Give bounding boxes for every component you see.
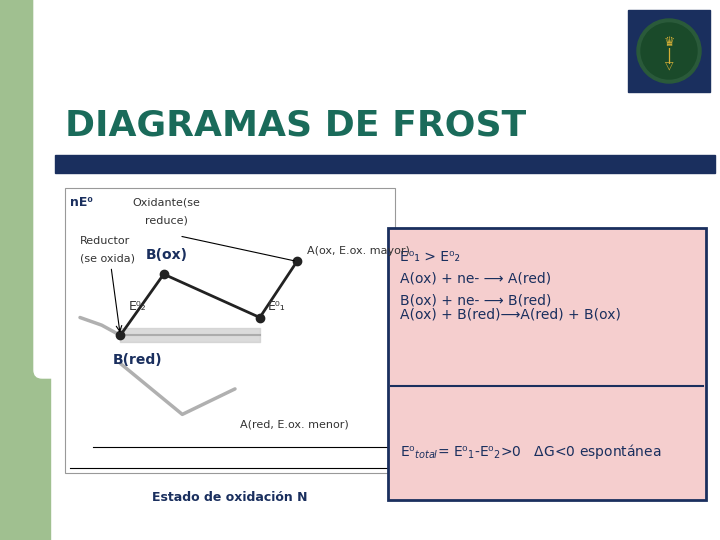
Text: ♛: ♛ [663, 37, 675, 50]
Text: |: | [667, 48, 672, 64]
Bar [0, 0, 50, 540]
Text: A(ox, E.ox. mayor): A(ox, E.ox. mayor) [307, 246, 410, 256]
Text: DIAGRAMAS DE FROST: DIAGRAMAS DE FROST [65, 108, 526, 142]
Text: Reductor: Reductor [80, 236, 130, 246]
FancyBboxPatch shape [0, 0, 282, 122]
Bar [628, 10, 710, 92]
Bar [388, 228, 706, 500]
Text: E⁰₁: E⁰₁ [268, 300, 286, 313]
Bar [65, 188, 395, 473]
Text: E⁰$_{total}$= E⁰$_1$-E⁰$_2$>0   ΔG<0 espontánea: E⁰$_{total}$= E⁰$_1$-E⁰$_2$>0 ΔG<0 espon… [400, 442, 662, 461]
Circle shape [637, 19, 701, 83]
Text: E⁰₁ > E⁰₂: E⁰₁ > E⁰₂ [400, 250, 460, 264]
Circle shape [641, 23, 697, 79]
Text: Estado de oxidación N: Estado de oxidación N [152, 491, 307, 504]
Text: (se oxida): (se oxida) [80, 254, 135, 264]
Text: B(ox) + ne- ⟶ B(red): B(ox) + ne- ⟶ B(red) [400, 294, 552, 308]
FancyBboxPatch shape [34, 0, 630, 378]
Bar [0, 0, 270, 110]
Text: ▽: ▽ [665, 60, 673, 70]
Bar [55, 155, 715, 173]
Text: E⁰₂: E⁰₂ [128, 300, 146, 313]
Text: A(ox) + B(red)⟶A(red) + B(ox): A(ox) + B(red)⟶A(red) + B(ox) [400, 308, 621, 322]
Bar [50, 5, 625, 370]
Text: A(red, E.ox. menor): A(red, E.ox. menor) [240, 420, 348, 429]
Text: reduce): reduce) [145, 215, 188, 226]
Text: B(red): B(red) [112, 353, 162, 367]
Text: Oxidante(se: Oxidante(se [133, 198, 201, 208]
Text: A(ox) + ne- ⟶ A(red): A(ox) + ne- ⟶ A(red) [400, 272, 551, 286]
Text: nE⁰: nE⁰ [70, 196, 93, 209]
Text: B(ox): B(ox) [145, 248, 188, 262]
